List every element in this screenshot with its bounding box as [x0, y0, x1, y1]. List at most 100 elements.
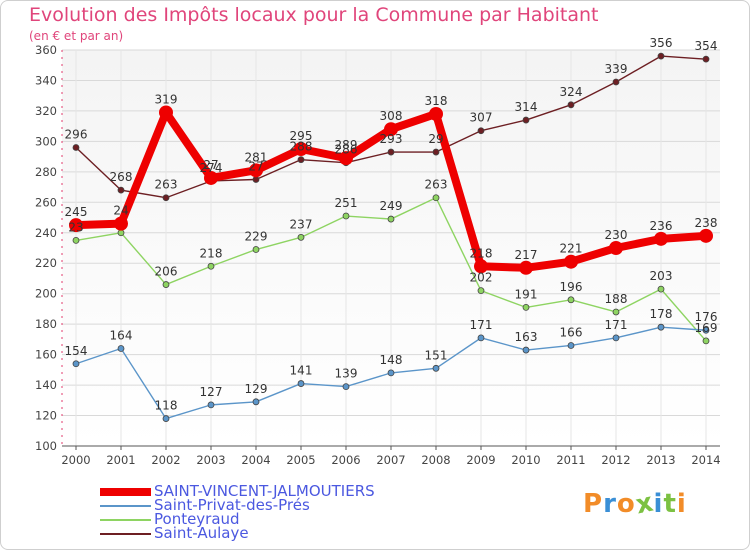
data-point [72, 236, 80, 244]
x-tick-label: 2010 [511, 453, 540, 467]
data-point [477, 127, 485, 135]
data-point [474, 259, 488, 274]
proxiti-logo: Proxiti [583, 487, 687, 520]
x-tick-label: 2003 [196, 453, 225, 467]
y-tick-label: 340 [35, 73, 57, 87]
data-label: 288 [290, 140, 313, 154]
data-label: 151 [425, 348, 448, 362]
data-point [342, 212, 350, 220]
data-point [702, 337, 710, 345]
x-tick-label: 2013 [646, 453, 675, 467]
data-label: 141 [290, 364, 313, 378]
data-point [297, 156, 305, 164]
data-point [432, 148, 440, 156]
logo-letter: P [583, 489, 604, 519]
data-point [612, 78, 620, 86]
data-point [162, 415, 170, 422]
data-point [654, 231, 668, 246]
legend-swatch [100, 505, 151, 507]
data-label: 268 [110, 170, 133, 184]
data-label: 127 [200, 385, 223, 399]
data-label: 171 [605, 318, 628, 332]
data-point [432, 194, 440, 202]
axes: 100 120 140 160 180 200 220 240 260 280 300 320 340 3… [35, 43, 721, 467]
data-label: 281 [245, 150, 268, 164]
data-point [114, 216, 128, 231]
data-label: 188 [605, 292, 628, 306]
x-tick-label: 2002 [151, 453, 180, 467]
legend-label: Ponteyraud [154, 510, 240, 528]
x-tick-label: 2000 [61, 453, 90, 467]
data-label: 166 [560, 325, 583, 339]
data-point [252, 176, 260, 183]
data-label: 307 [470, 111, 493, 125]
data-point [657, 323, 665, 331]
data-label: 217 [515, 248, 538, 262]
data-point [252, 398, 260, 406]
data-point [429, 106, 443, 121]
data-label: 314 [515, 100, 538, 114]
data-label: 251 [335, 196, 358, 210]
data-label: 238 [695, 216, 718, 230]
data-point [162, 281, 170, 288]
data-label: 221 [560, 242, 583, 256]
data-point [477, 334, 485, 342]
data-point [702, 326, 710, 334]
data-point [72, 144, 80, 151]
legend-item: SAINT-VINCENT-JALMOUTIERS [100, 482, 480, 500]
data-point [477, 287, 485, 295]
data-label: 245 [65, 205, 88, 219]
data-point [297, 233, 305, 241]
data-point [612, 308, 620, 316]
x-tick-label: 2007 [376, 453, 405, 467]
data-label: 286 [335, 143, 358, 157]
data-point [567, 101, 575, 109]
data-label: 319 [155, 92, 178, 106]
legend-item: Ponteyraud [100, 510, 480, 528]
data-point [522, 346, 530, 354]
data-label: 29 [428, 132, 443, 146]
data-label: 118 [155, 399, 178, 413]
x-tick-label: 2012 [601, 453, 630, 467]
data-point [117, 345, 125, 352]
data-point [204, 170, 218, 185]
data-label: 263 [155, 178, 178, 192]
data-point [207, 401, 215, 409]
series-1 [72, 323, 710, 422]
y-tick-label: 120 [35, 409, 57, 423]
data-point [702, 55, 710, 63]
y-tick-label: 160 [35, 348, 57, 362]
data-label: 308 [380, 109, 403, 123]
data-point [159, 105, 173, 120]
y-tick-label: 240 [35, 226, 57, 240]
chart-subtitle: (en € et par an) [29, 29, 124, 43]
data-point [519, 260, 533, 275]
data-label: 171 [470, 318, 493, 332]
data-point [294, 142, 308, 156]
data-label: 237 [290, 217, 313, 231]
data-label: 191 [515, 287, 538, 301]
data-label: 249 [380, 199, 403, 213]
data-point [252, 246, 260, 253]
data-label: 218 [200, 246, 223, 260]
x-tick-label: 2004 [241, 453, 270, 467]
data-point [297, 380, 305, 387]
data-label: 27 [203, 158, 218, 172]
data-label: 206 [155, 265, 178, 279]
legend-item: Saint-Privat-des-Prés [100, 496, 480, 514]
data-label: 293 [380, 132, 403, 146]
y-tick-label: 180 [35, 317, 57, 331]
data-label: 230 [605, 228, 628, 242]
data-label: 129 [245, 382, 268, 396]
y-tick-label: 200 [35, 287, 57, 301]
data-label: 148 [380, 353, 403, 367]
x-tick-label: 2014 [691, 453, 720, 467]
data-label: 274 [200, 161, 223, 175]
data-point [207, 262, 215, 270]
data-point [387, 215, 395, 223]
y-tick-label: 260 [35, 195, 57, 209]
chart-title: Evolution des Impôts locaux pour la Comm… [29, 4, 599, 26]
data-label: 295 [290, 129, 313, 143]
